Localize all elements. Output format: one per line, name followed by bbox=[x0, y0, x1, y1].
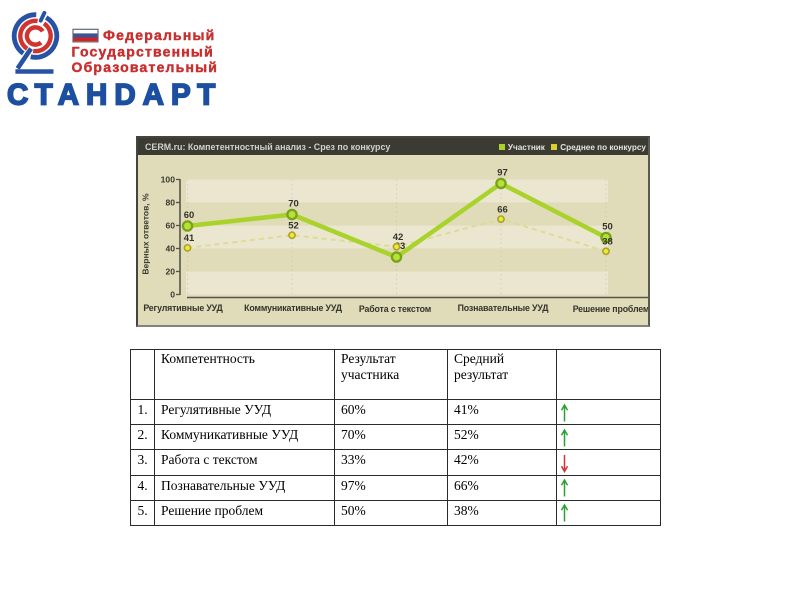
svg-text:52: 52 bbox=[288, 221, 299, 232]
svg-text:Образовательный: Образовательный bbox=[72, 59, 219, 75]
svg-text:Регулятивные УУД: Регулятивные УУД bbox=[143, 303, 223, 313]
svg-text:80: 80 bbox=[165, 198, 175, 208]
svg-text:100: 100 bbox=[161, 175, 176, 185]
svg-text:0: 0 bbox=[170, 290, 175, 300]
svg-text:42: 42 bbox=[393, 232, 404, 243]
svg-text:Работа с текстом: Работа с текстом bbox=[359, 304, 431, 314]
svg-text:Федеральный: Федеральный bbox=[103, 27, 215, 43]
svg-text:60: 60 bbox=[165, 221, 175, 231]
svg-text:66: 66 bbox=[497, 204, 508, 215]
svg-text:40: 40 bbox=[165, 244, 175, 254]
svg-text:СТАНDАРТ: СТАНDАРТ bbox=[7, 79, 222, 112]
svg-text:Решение проблем: Решение проблем bbox=[573, 304, 648, 314]
svg-text:41: 41 bbox=[184, 233, 195, 244]
svg-text:60: 60 bbox=[184, 210, 195, 221]
svg-text:Познавательные УУД: Познавательные УУД bbox=[458, 303, 550, 313]
svg-text:50: 50 bbox=[602, 221, 613, 232]
svg-text:Государственный: Государственный bbox=[72, 44, 214, 60]
svg-text:38: 38 bbox=[602, 237, 613, 248]
svg-text:70: 70 bbox=[288, 198, 299, 209]
svg-text:20: 20 bbox=[165, 267, 175, 277]
svg-text:97: 97 bbox=[497, 167, 508, 178]
svg-text:Коммуникативные УУД: Коммуникативные УУД bbox=[244, 303, 343, 313]
svg-text:Верных ответов, %: Верных ответов, % bbox=[141, 193, 151, 275]
